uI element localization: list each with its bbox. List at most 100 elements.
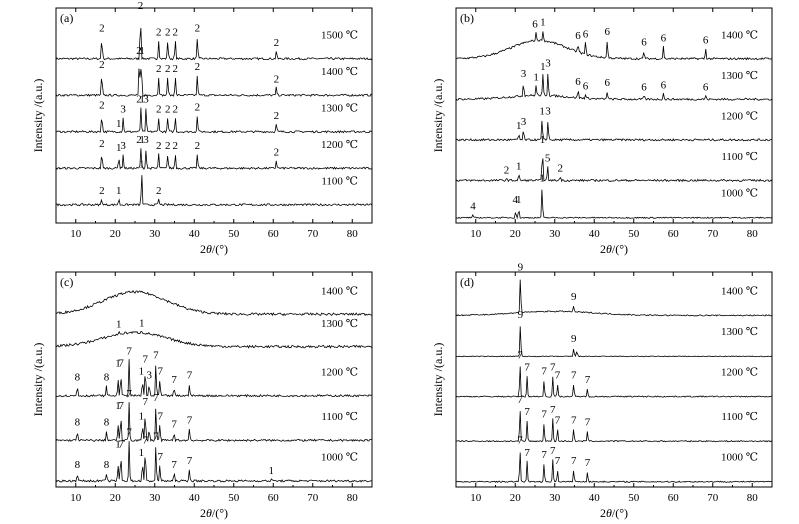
peak-annotation: 7 — [158, 410, 164, 422]
series-label: 1100 ℃ — [321, 411, 358, 423]
peak-annotation: 7 — [541, 449, 547, 461]
peak-annotation: 6 — [605, 77, 611, 89]
peak-annotation: 2 — [156, 63, 162, 75]
peak-annotation: 3 — [120, 104, 126, 116]
series-label: 1200 ℃ — [721, 111, 758, 123]
peak-annotation: 2 — [558, 163, 564, 175]
peak-annotation: 3 — [146, 370, 152, 382]
x-tick-label: 70 — [707, 492, 719, 504]
peak-annotation: 3 — [521, 68, 527, 80]
series-line — [455, 366, 773, 398]
series-label: 1000 ℃ — [721, 188, 758, 200]
series-line — [55, 27, 373, 61]
peak-annotation: 7 — [571, 414, 577, 426]
x-tick-label: 40 — [189, 492, 201, 504]
peak-annotation: 2 — [156, 27, 162, 39]
series-label: 1400 ℃ — [321, 66, 358, 78]
peak-annotation: 8 — [104, 372, 110, 384]
peak-annotation: 7 — [524, 406, 530, 418]
peak-annotation: 7 — [541, 408, 547, 420]
peak-annotation: 1 — [516, 194, 522, 206]
peak-annotation: 6 — [583, 80, 589, 92]
peak-annotation: 4 — [470, 201, 476, 213]
series-line — [455, 120, 773, 142]
peak-annotation: 7 — [524, 362, 530, 374]
y-axis-label: Intensity /(a.u.) — [31, 79, 45, 153]
peak-annotation: 7 — [585, 416, 591, 428]
x-tick-label: 50 — [628, 492, 640, 504]
series-line — [455, 326, 773, 358]
peak-annotation: 7 — [153, 431, 159, 443]
x-tick-label: 60 — [268, 228, 280, 240]
peak-annotation: 6 — [583, 28, 589, 40]
peak-annotation: 2 — [195, 23, 201, 35]
x-tick-label: 50 — [228, 228, 240, 240]
peak-annotation: 7 — [517, 349, 523, 361]
peak-annotation: 1 — [139, 447, 145, 459]
peak-annotation: 7 — [550, 362, 556, 374]
peak-annotation: 1 — [539, 106, 545, 118]
panel-b: 10 20 30 40 50 60 70 80 2θ/(°) Intensity /(a.u.) (… — [431, 7, 773, 256]
peak-annotation: 1 — [116, 319, 122, 331]
x-tick-label: 40 — [589, 492, 601, 504]
x-tick-label: 80 — [347, 492, 359, 504]
series-line — [55, 441, 373, 483]
peak-annotation: 6 — [575, 76, 581, 88]
peak-annotation: 6 — [532, 19, 538, 31]
series-line — [455, 411, 773, 443]
peak-annotation: 2 — [99, 138, 105, 150]
x-tick-label: 60 — [668, 228, 680, 240]
peak-annotation: 7 — [153, 392, 159, 404]
peak-annotation: 7 — [517, 394, 523, 406]
peak-annotation: 1 — [139, 45, 145, 57]
peak-annotation: 6 — [703, 81, 709, 93]
peak-annotation: 1 — [269, 465, 275, 477]
series-line — [455, 31, 773, 61]
peak-annotation: 1 — [139, 158, 145, 170]
peak-annotation: 9 — [571, 333, 577, 345]
peak-annotation: 7 — [550, 404, 556, 416]
peak-annotation: 7 — [571, 370, 577, 382]
peak-annotation: 8 — [75, 416, 81, 428]
series-label: 1400 ℃ — [321, 285, 358, 297]
series-label: 1200 ℃ — [321, 139, 358, 151]
peak-annotation: 2 — [136, 94, 142, 106]
x-axis-label: 2θ/(°) — [600, 506, 628, 520]
peak-annotation: 7 — [517, 435, 523, 447]
x-tick-label: 20 — [510, 492, 522, 504]
x-tick-label: 40 — [189, 228, 201, 240]
series-line — [55, 359, 372, 398]
x-tick-label: 80 — [747, 228, 759, 240]
peak-annotation: 1 — [516, 160, 522, 172]
x-tick-label: 10 — [470, 492, 482, 504]
peak-annotation: 7 — [585, 457, 591, 469]
peak-annotation: 1 — [116, 142, 122, 154]
peak-annotation: 7 — [585, 374, 591, 386]
peak-annotation: 1 — [139, 134, 145, 146]
peak-annotation: 6 — [661, 79, 667, 91]
peak-annotation: 1 — [115, 400, 121, 412]
series-line — [55, 289, 373, 317]
peak-annotation: 7 — [143, 396, 149, 408]
peak-annotation: 2 — [138, 0, 144, 12]
series-line — [455, 279, 773, 317]
peak-annotation: 7 — [118, 400, 124, 412]
peak-annotation: 7 — [555, 414, 561, 426]
peak-annotation: 1 — [139, 317, 145, 329]
panel-label: (b) — [460, 11, 474, 25]
peak-annotation: 1 — [139, 366, 145, 378]
series-line — [55, 402, 373, 443]
series-line — [55, 330, 373, 349]
x-tick-label: 10 — [70, 228, 82, 240]
x-tick-label: 30 — [549, 228, 561, 240]
x-tick-label: 30 — [149, 492, 161, 504]
peak-annotation: 2 — [156, 185, 162, 197]
peak-annotation: 2 — [165, 27, 171, 39]
series-line — [55, 68, 373, 97]
series-line — [455, 73, 773, 101]
peak-annotation: 8 — [104, 459, 110, 471]
series-label: 1300 ℃ — [321, 318, 358, 330]
series-line — [55, 148, 373, 170]
peak-annotation: 1 — [516, 120, 522, 132]
peak-annotation: 7 — [143, 435, 149, 447]
